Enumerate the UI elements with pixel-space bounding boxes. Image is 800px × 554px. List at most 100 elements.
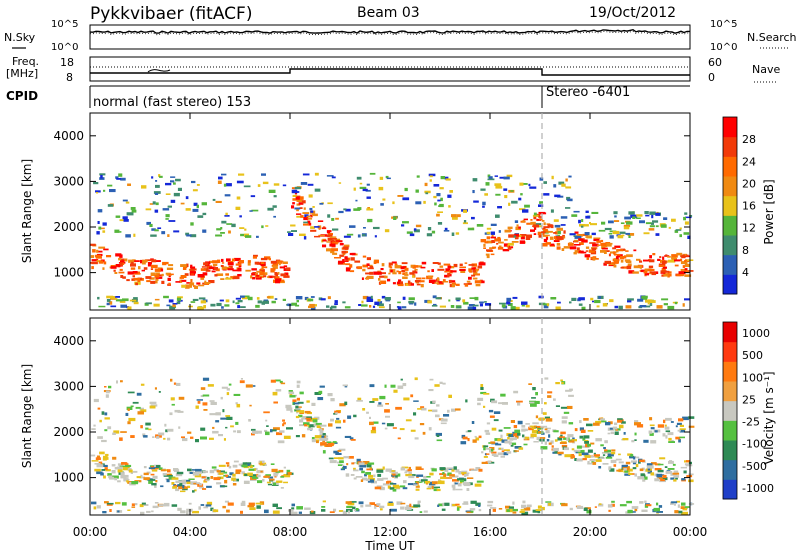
velocity-echo-cell xyxy=(631,506,639,509)
velocity-echo-cell xyxy=(359,467,363,471)
power-echo-cell xyxy=(138,266,141,270)
power-echo-cell xyxy=(155,202,159,206)
power-echo-cell xyxy=(584,254,591,258)
velocity-echo-cell xyxy=(148,467,156,470)
power-echo-cell xyxy=(250,275,253,279)
velocity-echo-cell xyxy=(366,468,373,471)
velocity-echo-cell xyxy=(152,505,159,509)
velocity-echo-cell xyxy=(584,507,591,510)
power-echo-cell xyxy=(506,244,510,248)
power-echo-cell xyxy=(266,296,271,299)
power-echo-cell xyxy=(366,208,374,211)
power-echo-cell xyxy=(302,212,310,214)
power-colorbar-segment xyxy=(723,117,737,138)
power-echo-cell xyxy=(614,245,621,248)
power-echo-cell xyxy=(361,277,364,280)
velocity-echo-cell xyxy=(487,500,494,504)
velocity-echo-cell xyxy=(678,418,684,422)
power-echo-cell xyxy=(569,233,576,236)
velocity-echo-cell xyxy=(334,410,341,414)
velocity-echo-cell xyxy=(567,434,574,438)
velocity-echo-cell xyxy=(500,455,505,458)
velocity-echo-cell xyxy=(389,508,397,512)
power-echo-cell xyxy=(602,247,608,250)
velocity-echo-cell xyxy=(396,473,401,477)
power-echo-cell xyxy=(401,224,405,227)
power-echo-cell xyxy=(684,221,689,225)
velocity-echo-cell xyxy=(327,443,334,447)
velocity-echo-cell xyxy=(523,507,531,511)
velocity-echo-cell xyxy=(94,463,101,465)
power-echo-cell xyxy=(459,268,466,271)
velocity-echo-cell xyxy=(93,424,96,427)
velocity-echo-cell xyxy=(560,406,568,409)
velocity-echo-cell xyxy=(200,387,206,390)
power-echo-cell xyxy=(147,263,152,267)
power-echo-cell xyxy=(154,274,160,278)
velocity-echo-cell xyxy=(156,465,161,468)
velocity-echo-cell xyxy=(622,438,629,441)
velocity-echo-cell xyxy=(535,400,540,404)
velocity-echo-cell xyxy=(343,456,350,459)
velocity-echo-cell xyxy=(519,510,525,513)
velocity-echo-cell xyxy=(510,437,517,441)
power-colorbar-segment xyxy=(723,195,737,216)
power-echo-cell xyxy=(203,305,206,309)
velocity-echo-cell xyxy=(667,468,675,470)
power-echo-cell xyxy=(543,226,550,229)
power-echo-cell xyxy=(525,234,532,238)
power-echo-cell xyxy=(221,220,227,224)
power-echo-cell xyxy=(460,270,466,273)
velocity-echo-cell xyxy=(112,432,116,435)
power-echo-cell xyxy=(236,180,244,184)
power-echo-cell xyxy=(485,303,492,306)
power-echo-cell xyxy=(251,209,259,212)
power-echo-cell xyxy=(556,236,563,239)
velocity-echo-cell xyxy=(158,504,166,507)
power-echo-cell xyxy=(145,276,152,279)
velocity-echo-cell xyxy=(614,422,618,426)
velocity-echo-cell xyxy=(202,377,210,381)
power-echo-cell xyxy=(303,217,309,221)
power-echo-cell xyxy=(144,302,149,306)
power-echo-cell xyxy=(115,299,123,302)
velocity-echo-cell xyxy=(298,511,302,514)
power-echo-cell xyxy=(154,192,159,195)
power-echo-cell xyxy=(120,258,127,262)
velocity-echo-cell xyxy=(322,500,326,503)
velocity-echo-cell xyxy=(654,468,662,471)
power-echo-cell xyxy=(620,266,625,269)
velocity-echo-cell xyxy=(199,483,203,486)
velocity-echo-cell xyxy=(528,426,534,431)
velocity-echo-cell xyxy=(545,501,552,503)
velocity-echo-cell xyxy=(396,501,403,505)
velocity-echo-cell xyxy=(209,469,215,474)
power-echo-cell xyxy=(484,301,487,303)
velocity-echo-cell xyxy=(186,508,193,512)
velocity-echo-cell xyxy=(337,464,343,466)
velocity-echo-cell xyxy=(283,435,291,439)
power-echo-cell xyxy=(598,229,606,232)
velocity-echo-cell xyxy=(131,503,135,506)
velocity-echo-cell xyxy=(106,503,113,506)
power-echo-cell xyxy=(645,214,650,217)
power-echo-cell xyxy=(378,186,384,191)
velocity-echo-cell xyxy=(274,379,281,382)
power-echo-cell xyxy=(132,259,136,263)
velocity-echo-cell xyxy=(681,502,686,506)
velocity-echo-cell xyxy=(384,409,390,413)
power-echo-cell xyxy=(437,268,445,271)
velocity-echo-cell xyxy=(522,500,526,504)
power-echo-cell xyxy=(630,214,638,218)
power-echo-cell xyxy=(497,236,501,239)
velocity-echo-cell xyxy=(518,447,524,450)
power-echo-cell xyxy=(363,227,366,229)
velocity-echo-cell xyxy=(475,437,480,441)
velocity-echo-cell xyxy=(553,398,556,401)
velocity-echo-cell xyxy=(668,441,675,443)
velocity-echo-cell xyxy=(134,503,138,506)
velocity-echo-cell xyxy=(589,459,596,462)
power-echo-cell xyxy=(580,251,587,254)
velocity-echo-cell xyxy=(176,471,184,475)
power-echo-cell xyxy=(357,266,362,270)
